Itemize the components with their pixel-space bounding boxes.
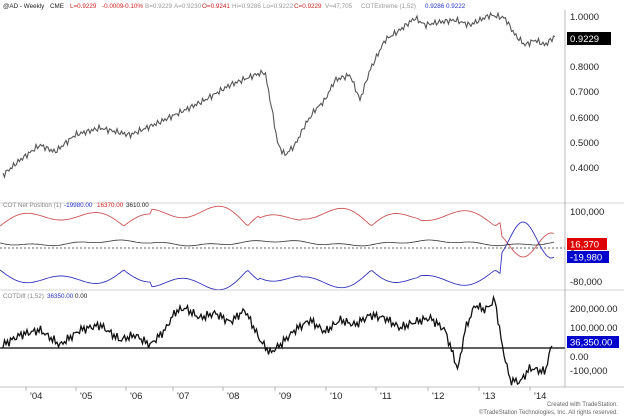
cotdiff-value-2: 0.00 [75,293,88,300]
close-price: C=0.9229 [294,3,322,10]
change-value: -0.0009 [102,3,124,10]
net-red-badge-text: 16,370 [570,240,599,251]
cotdiff-last-badge-text: 36,350.00 [570,338,612,349]
x-axis-label: '04 [30,391,42,402]
indicator-value-1: 0.9286 [425,3,445,10]
cotdiff-value-1: 36350.00 [47,293,74,300]
cotdiff-tick-200k: 200,000.00 [570,304,618,315]
low-price: Lo=0.9222 [263,3,293,10]
cot-net-value-red: 16370.00 [97,202,124,209]
symbol-title: @AD - Weekly [3,3,45,10]
x-axis-label: '10 [330,391,342,402]
last-price-badge-text: 0.9229 [570,34,599,45]
net-blue-line [0,221,555,291]
exchange-label: CME [50,3,64,10]
price-tick-label: 1.0000 [570,12,599,23]
cotdiff-tick-100k: 100,000.00 [570,323,618,334]
x-axis-label: '11 [380,391,392,402]
cot-net-title: COT Net Position (1) [3,202,61,209]
x-axis-label: '08 [227,391,239,402]
price-tick-label: 0.6000 [570,113,599,124]
net-blue-badge [567,251,609,263]
x-axis-label: '12 [432,391,444,402]
net-red-line [0,205,555,258]
price-tick-label: 0.5000 [570,138,599,149]
cotdiff-last-badge [567,336,619,348]
last-price-badge [567,32,611,45]
price-tick-label: 0.4000 [570,163,599,174]
cot-net-value-black: 3610.00 [126,202,149,209]
time-axis: '04 '05 '06 '07 '08 '09 '10 '11 '12 '13 '14 [0,386,624,402]
price-series-line [2,11,556,179]
cotdiff-tick-0: 0.00 [570,352,589,363]
cot-net-tick-top: 100,000 [570,207,604,218]
header-bar: @AD - Weekly CME L=0.9229 -0.0009 -0.10%… [3,3,466,10]
cotdiff-tick-minus-100k: -100,000 [570,366,608,377]
price-tick-label: 0.7000 [570,87,599,98]
net-blue-badge-text: -19,980 [570,253,602,264]
bid-price: B=0.9229 [145,3,173,10]
x-axis-label: '13 [483,391,495,402]
cot-net-value-blue: -19980.00 [64,202,93,209]
price-panel[interactable]: 1.00000.90000.80000.70000.60000.50000.40… [0,10,624,204]
high-price: Hi=0.9286 [232,3,261,10]
x-axis-label: '07 [177,391,189,402]
net-red-badge [567,238,607,250]
indicator-name: COTExtreme (1,52) [361,3,416,10]
cotdiff-series-line [2,294,553,386]
cot-net-tick-bottom: -80,000 [570,277,602,288]
change-percent: -0.10% [123,3,143,10]
price-tick-label: 0.8000 [570,62,599,73]
footer-created: Created with TradeStation. [547,402,618,408]
footer-copyright: ©TradeStation Technologies, Inc. All rig… [479,409,618,416]
cot-net-panel[interactable]: COT Net Position (1) -19980.00 16370.00 … [0,202,624,291]
open-price: O=0.9241 [202,3,230,10]
x-axis-label: '05 [80,391,92,402]
x-axis-label: '09 [279,391,291,402]
ask-price: A=0.9230 [174,3,202,10]
cotdiff-title: COTDiff (1,52) [3,293,44,300]
last-price: L=0.9229 [70,3,97,10]
net-black-line [0,239,555,247]
indicator-value-2: 0.9222 [446,3,466,10]
x-axis-label: '06 [130,391,142,402]
cotdiff-panel[interactable]: COTDiff (1,52) 36350.00 0.00 200,000.00 … [0,290,619,387]
x-axis-label: '14 [534,391,546,402]
volume-value: V=47,705 [325,3,353,10]
